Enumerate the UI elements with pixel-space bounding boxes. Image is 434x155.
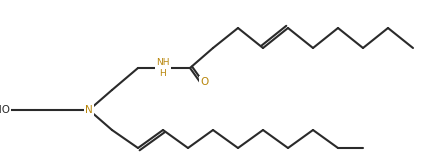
Text: NH
H: NH H	[156, 58, 169, 78]
Text: O: O	[200, 77, 208, 87]
Text: O: O	[200, 77, 208, 87]
Text: HO: HO	[0, 105, 10, 115]
Text: HO: HO	[0, 105, 10, 115]
Text: NH
H: NH H	[156, 58, 169, 78]
Text: N: N	[85, 105, 93, 115]
Text: N: N	[85, 105, 93, 115]
